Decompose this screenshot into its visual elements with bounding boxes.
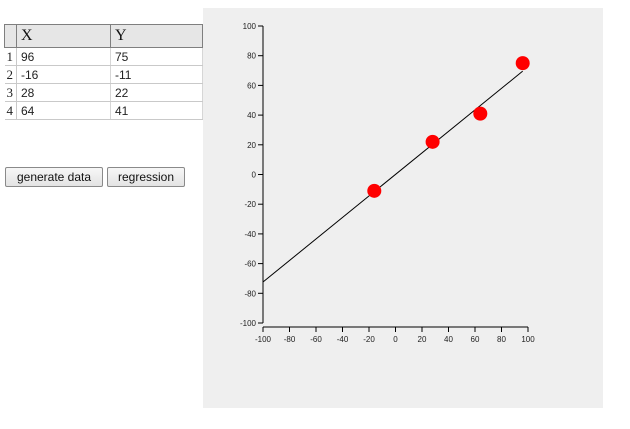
x-tick-label: 40 — [444, 335, 453, 344]
x-tick-label: 60 — [471, 335, 480, 344]
cell-y[interactable]: 22 — [109, 83, 204, 102]
y-tick-label: 20 — [247, 141, 256, 150]
scatter-plot: 100 80 60 40 20 0 -20 -40 -60 -80 -100 -100 -80 -60 -4… — [240, 22, 535, 344]
regression-line — [262, 70, 524, 283]
scatter-plot-panel: 100 80 60 40 20 0 -20 -40 -60 -80 -100 -100 -80 -60 -4… — [203, 8, 603, 408]
y-tick-label: 100 — [243, 22, 257, 31]
y-tick-label: 80 — [247, 52, 256, 61]
table-row: 1 96 75 — [4, 47, 204, 66]
x-tick-label: 80 — [497, 335, 506, 344]
cell-y[interactable]: -11 — [109, 65, 204, 84]
regression-button[interactable]: regression — [107, 167, 185, 187]
y-tick-label: -80 — [244, 289, 256, 298]
cell-y[interactable]: 41 — [109, 101, 204, 120]
x-tick-label: -20 — [363, 335, 375, 344]
y-tick-label: -100 — [240, 319, 257, 328]
table-row: 3 28 22 — [4, 83, 204, 102]
row-number: 4 — [4, 101, 17, 120]
x-tick-label: -100 — [255, 335, 272, 344]
x-tick-label: -60 — [310, 335, 322, 344]
row-number: 1 — [4, 47, 17, 66]
table-row: 2 -16 -11 — [4, 65, 204, 84]
y-tick-label: -40 — [244, 230, 256, 239]
y-tick-label: 0 — [252, 171, 257, 180]
y-tick-label: -60 — [244, 260, 256, 269]
x-tick-label: -40 — [337, 335, 349, 344]
data-point — [515, 56, 530, 71]
data-point — [367, 183, 382, 198]
x-tick-label: 20 — [418, 335, 427, 344]
row-number-header — [4, 24, 17, 48]
y-tick-label: 60 — [247, 81, 256, 90]
x-tick-label: 0 — [393, 335, 398, 344]
column-header-x: X — [15, 24, 111, 48]
cell-x[interactable]: -16 — [15, 65, 111, 84]
y-tick-label: -20 — [244, 200, 256, 209]
data-table: X Y 1 96 75 2 -16 -11 3 28 22 4 64 — [4, 24, 204, 120]
y-tick-label: 40 — [247, 111, 256, 120]
generate-data-button[interactable]: generate data — [5, 167, 103, 187]
cell-x[interactable]: 96 — [15, 47, 111, 66]
data-point — [473, 106, 488, 121]
table-header-row: X Y — [4, 24, 204, 48]
row-number: 2 — [4, 65, 17, 84]
data-point — [425, 134, 440, 149]
cell-x[interactable]: 64 — [15, 101, 111, 120]
x-tick-label: -80 — [284, 335, 296, 344]
row-number: 3 — [4, 83, 17, 102]
table-row: 4 64 41 — [4, 101, 204, 120]
column-header-y: Y — [109, 24, 204, 48]
cell-y[interactable]: 75 — [109, 47, 204, 66]
x-tick-label: 100 — [521, 335, 535, 344]
cell-x[interactable]: 28 — [15, 83, 111, 102]
